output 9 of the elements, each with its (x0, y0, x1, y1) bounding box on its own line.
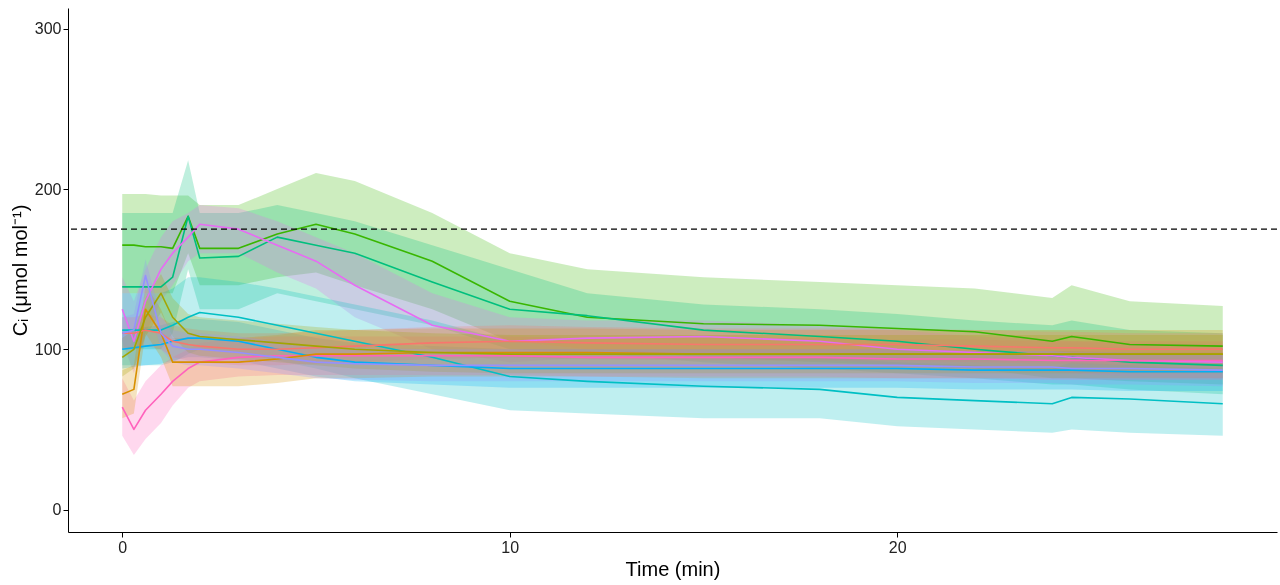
x-tick-label: 10 (501, 538, 520, 556)
x-axis-title: Time (min) (625, 557, 721, 580)
x-tick-label: 20 (888, 538, 907, 556)
x-tick-label: 0 (118, 538, 128, 556)
y-tick-label: 200 (34, 180, 62, 198)
y-tick-label: 100 (34, 340, 62, 358)
y-tick-label: 300 (34, 20, 62, 38)
y-tick-label: 0 (52, 501, 62, 519)
y-axis-title: Cᵢ (μmol mol⁻¹) (8, 204, 31, 337)
